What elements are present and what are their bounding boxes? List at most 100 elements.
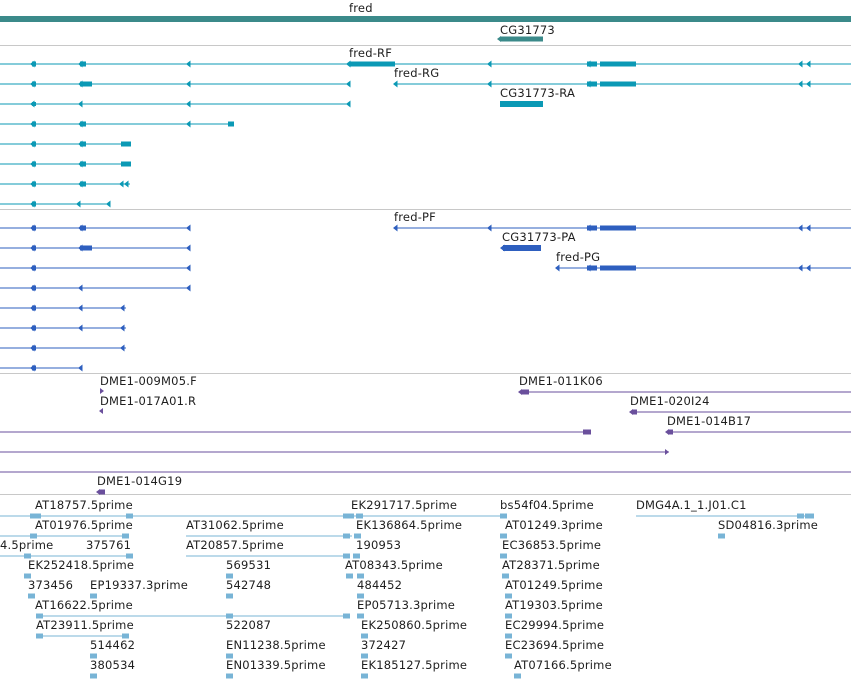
exon-block (357, 613, 364, 619)
clone-label-dme1-014g19[interactable]: DME1-014G19 (97, 474, 183, 488)
exon-block (30, 513, 37, 519)
strand-arrow (120, 344, 125, 352)
clone-label-dme1-009m05f[interactable]: DME1-009M05.F (100, 374, 197, 388)
est-label[interactable]: EK252418.5prime (28, 558, 135, 572)
est-label[interactable]: EK291717.5prime (351, 498, 458, 512)
gene-label-fred[interactable]: fred (349, 1, 373, 15)
clones-track (0, 388, 851, 495)
strand-arrow (30, 344, 35, 352)
strand-arrow (518, 389, 522, 395)
strand-arrow (346, 100, 351, 108)
est-label[interactable]: EC29994.5prime (505, 618, 605, 632)
exon-block (343, 613, 350, 619)
mrna-label-cg31773-ra[interactable]: CG31773-RA (500, 86, 576, 100)
est-label[interactable]: 514462 (90, 638, 136, 652)
est-label[interactable]: 569531 (226, 558, 272, 572)
exon-block (505, 633, 512, 639)
est-label[interactable]: 373456 (28, 578, 74, 592)
exon-block (807, 513, 814, 519)
strand-arrow (78, 160, 83, 168)
strand-arrow (78, 120, 83, 128)
protein-label-cg31773-pa[interactable]: CG31773-PA (502, 230, 576, 244)
strand-arrow (497, 36, 501, 42)
strand-arrow (798, 60, 803, 68)
est-label[interactable]: AT01249.3prime (505, 518, 603, 532)
exon-block (361, 653, 368, 659)
est-label[interactable]: AT01249.5prime (505, 578, 603, 592)
est-label[interactable]: EP05713.3prime (357, 598, 456, 612)
mrna-track (0, 60, 851, 208)
est-label[interactable]: DMG4A.1_1.J01.C1 (636, 498, 747, 512)
strand-arrow (186, 80, 191, 88)
strand-arrow (629, 409, 633, 415)
exon-block (80, 225, 86, 231)
mrna-label-fred-rg[interactable]: fred-RG (394, 66, 440, 80)
strand-arrow (30, 160, 35, 168)
est-label[interactable]: 190953 (356, 538, 402, 552)
est-label[interactable]: AT20857.5prime (186, 538, 284, 552)
est-label[interactable]: AT28371.5prime (502, 558, 600, 572)
exon-block (587, 225, 597, 231)
protein-label-fred-pf[interactable]: fred-PF (394, 210, 436, 224)
est-label[interactable]: AT01976.5prime (35, 518, 133, 532)
strand-arrow (30, 200, 35, 208)
protein-label-fred-pg[interactable]: fred-PG (556, 250, 601, 264)
est-label[interactable]: AT16622.5prime (35, 598, 133, 612)
strand-arrow (78, 244, 83, 252)
exon-block (90, 653, 97, 659)
clone-label-dme1-014b17[interactable]: DME1-014B17 (667, 414, 752, 428)
est-label[interactable]: 372427 (361, 638, 407, 652)
est-label[interactable]: AT08343.5prime (345, 558, 443, 572)
est-label[interactable]: 484452 (357, 578, 403, 592)
est-label[interactable]: SD04816.3prime (718, 518, 819, 532)
est-label[interactable]: EK250860.5prime (361, 618, 468, 632)
exon-block (505, 613, 512, 619)
est-label[interactable]: EK185127.5prime (361, 658, 468, 672)
strand-arrow (78, 80, 83, 88)
exon-block (36, 613, 43, 619)
track-separators (0, 45, 851, 495)
est-label[interactable]: EC36853.5prime (502, 538, 602, 552)
est-label[interactable]: EP19337.3prime (90, 578, 189, 592)
mrna-label-fred-rf[interactable]: fred-RF (349, 46, 393, 60)
est-label[interactable]: AT23911.5prime (36, 618, 134, 632)
est-label[interactable]: AT19303.5prime (505, 598, 603, 612)
clone-label-dme1-011k06[interactable]: DME1-011K06 (519, 374, 603, 388)
strand-arrow (186, 100, 191, 108)
strand-arrow (100, 388, 104, 394)
est-label[interactable]: EN01339.5prime (226, 658, 326, 672)
protein-track (0, 224, 851, 372)
exon-block (36, 633, 43, 639)
est-label[interactable]: bs54f04.5prime (500, 498, 594, 512)
clone-label-dme1-017a01r[interactable]: DME1-017A01.R (100, 394, 197, 408)
strand-arrow (393, 80, 398, 88)
strand-arrow (78, 304, 83, 312)
exon-block (80, 161, 86, 167)
exon-block (502, 573, 509, 579)
est-label[interactable]: EC23694.5prime (505, 638, 605, 652)
strand-arrow (487, 80, 492, 88)
strand-arrow (487, 224, 492, 232)
est-label[interactable]: 4.5prime (0, 538, 54, 552)
est-label[interactable]: AT31062.5prime (186, 518, 284, 532)
strand-arrow (78, 60, 83, 68)
strand-arrow (186, 60, 191, 68)
clone-label-dme1-020i24[interactable]: DME1-020I24 (630, 394, 710, 408)
est-label[interactable]: 542748 (226, 578, 272, 592)
strand-arrow (586, 264, 591, 272)
est-label[interactable]: AT07166.5prime (514, 658, 612, 672)
est-label[interactable]: EN11238.5prime (226, 638, 326, 652)
gene-label-cg31773[interactable]: CG31773 (500, 23, 555, 37)
exon-block (500, 513, 507, 519)
exon-block (126, 513, 133, 519)
exon-block (121, 161, 131, 167)
exon-block (343, 533, 350, 539)
est-label[interactable]: EK136864.5prime (356, 518, 463, 532)
strand-arrow (346, 16, 350, 22)
est-label[interactable]: AT18757.5prime (35, 498, 133, 512)
est-label[interactable]: 522087 (226, 618, 272, 632)
est-label[interactable]: 380534 (90, 658, 136, 672)
strand-arrow (78, 224, 83, 232)
est-label[interactable]: 375761 (86, 538, 132, 552)
